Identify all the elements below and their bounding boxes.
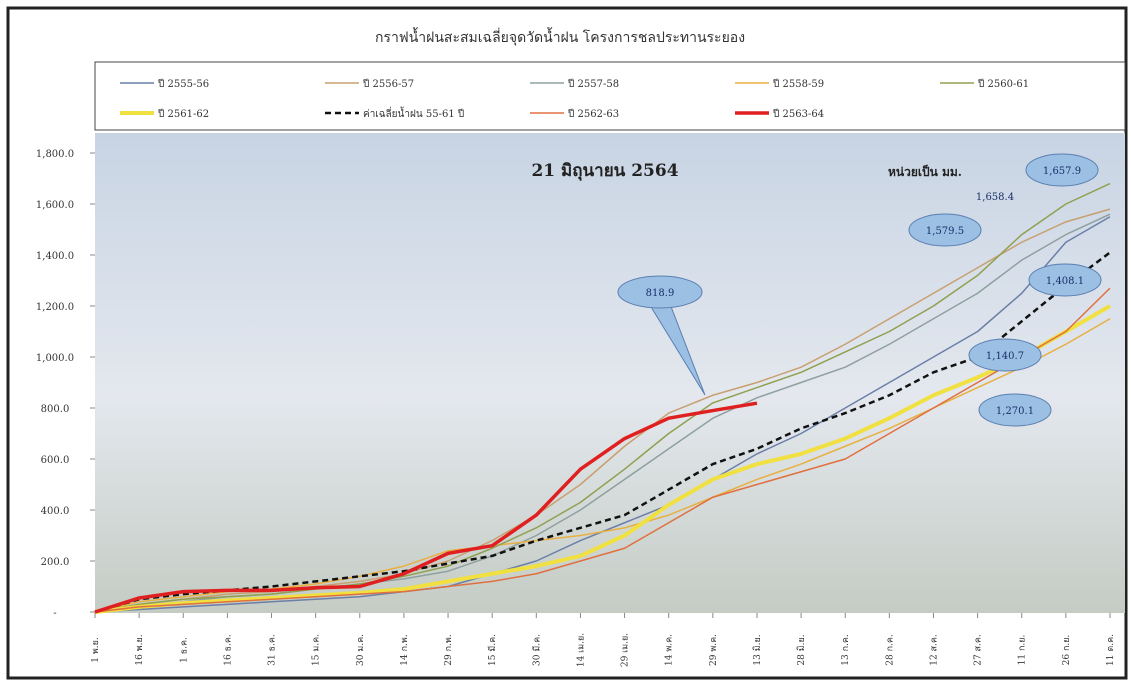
callout-label: 1,140.7 [986, 351, 1024, 362]
callout-bubble [617, 275, 703, 309]
x-tick-label: 14 เม.ย. [576, 633, 586, 667]
callout-label: 1,579.5 [926, 226, 964, 237]
x-tick-label: 29 ก.พ. [444, 634, 454, 666]
x-tick-label: 1 พ.ย. [91, 637, 101, 663]
x-tick-label: 15 ม.ค. [312, 634, 322, 666]
x-tick-label: 31 ธ.ค. [268, 634, 278, 666]
x-tick-label: 30 มี.ค. [531, 634, 542, 666]
y-tick-label: 600.0 [41, 455, 70, 466]
plot-area [95, 133, 1125, 613]
chart-title: กราฟน้ำฝนสะสมเฉลี่ยจุดวัดน้ำฝน โครงการชล… [375, 27, 745, 46]
x-tick-label: 11 ต.ค. [1106, 634, 1116, 666]
y-tick-label: 1,000.0 [36, 353, 74, 364]
legend-label: ค่าเฉลี่ยน้ำฝน 55-61 ปี [363, 106, 464, 120]
x-tick-label: 30 ม.ค. [356, 634, 366, 666]
callout-bubble [908, 213, 982, 247]
x-tick-label: 14 ก.พ. [400, 634, 410, 666]
x-tick-label: 12 ส.ค. [929, 634, 939, 666]
legend-label: ปี 2563-64 [772, 108, 824, 120]
x-tick-label: 29 เม.ย. [621, 633, 631, 667]
legend-label: ปี 2560-61 [977, 78, 1029, 90]
legend-label: ปี 2561-62 [157, 108, 209, 120]
x-tick-label: 15 มี.ค. [487, 634, 498, 666]
callout-label: 1,408.1 [1046, 276, 1084, 287]
x-tick-label: 28 มิ.ย. [796, 634, 807, 665]
x-tick-label: 26 ก.ย. [1062, 634, 1072, 665]
legend-label: ปี 2556-57 [362, 78, 414, 90]
x-tick-label: 16 พ.ย. [135, 634, 145, 665]
series-line [94, 401, 758, 614]
callout-label: 818.9 [646, 288, 675, 299]
x-tick-label: 27 ส.ค. [974, 634, 984, 666]
legend-label: ปี 2557-58 [567, 78, 619, 90]
y-tick-label: 1,400.0 [36, 251, 74, 262]
callout-label: 1,657.9 [1043, 166, 1081, 177]
x-tick-label: 11 ก.ย. [1018, 634, 1028, 665]
y-tick-label: 1,200.0 [36, 302, 74, 313]
x-tick-label: 1 ธ.ค. [179, 637, 189, 663]
callout-bubble [978, 393, 1052, 427]
callout-bubble [1025, 153, 1099, 187]
y-tick-label: 400.0 [41, 506, 70, 517]
x-tick-label: 14 พ.ค. [665, 634, 675, 666]
legend-box [94, 61, 1126, 131]
callout-label: 1,658.4 [976, 192, 1014, 203]
legend-label: ปี 2562-63 [567, 108, 619, 120]
x-tick-label: 16 ธ.ค. [223, 634, 233, 666]
y-tick-label: 200.0 [41, 557, 70, 568]
callout-label: 1,270.1 [996, 406, 1034, 417]
series-line [94, 304, 1112, 614]
unit-annotation: หน่วยเป็น มม. [888, 164, 962, 179]
legend-label: ปี 2558-59 [772, 78, 824, 90]
callout-bubble [968, 338, 1042, 372]
y-tick-label: 1,600.0 [36, 200, 74, 211]
y-tick-label: 800.0 [41, 404, 70, 415]
series-line [94, 182, 1111, 613]
date-annotation: 21 มิถุนายน 2564 [531, 161, 678, 181]
x-tick-label: 28 ก.ค. [885, 634, 895, 666]
y-tick-label: 1,800.0 [36, 149, 74, 160]
x-tick-label: 13 ก.ค. [841, 634, 851, 666]
callout-bubble [1028, 263, 1102, 297]
x-tick-label: 29 พ.ค. [709, 634, 719, 666]
y-tick-label: - [53, 608, 56, 619]
series-line [94, 287, 1111, 613]
x-tick-label: 13 มิ.ย. [752, 634, 763, 665]
series-line [94, 251, 1111, 614]
legend-label: ปี 2555-56 [157, 78, 209, 90]
